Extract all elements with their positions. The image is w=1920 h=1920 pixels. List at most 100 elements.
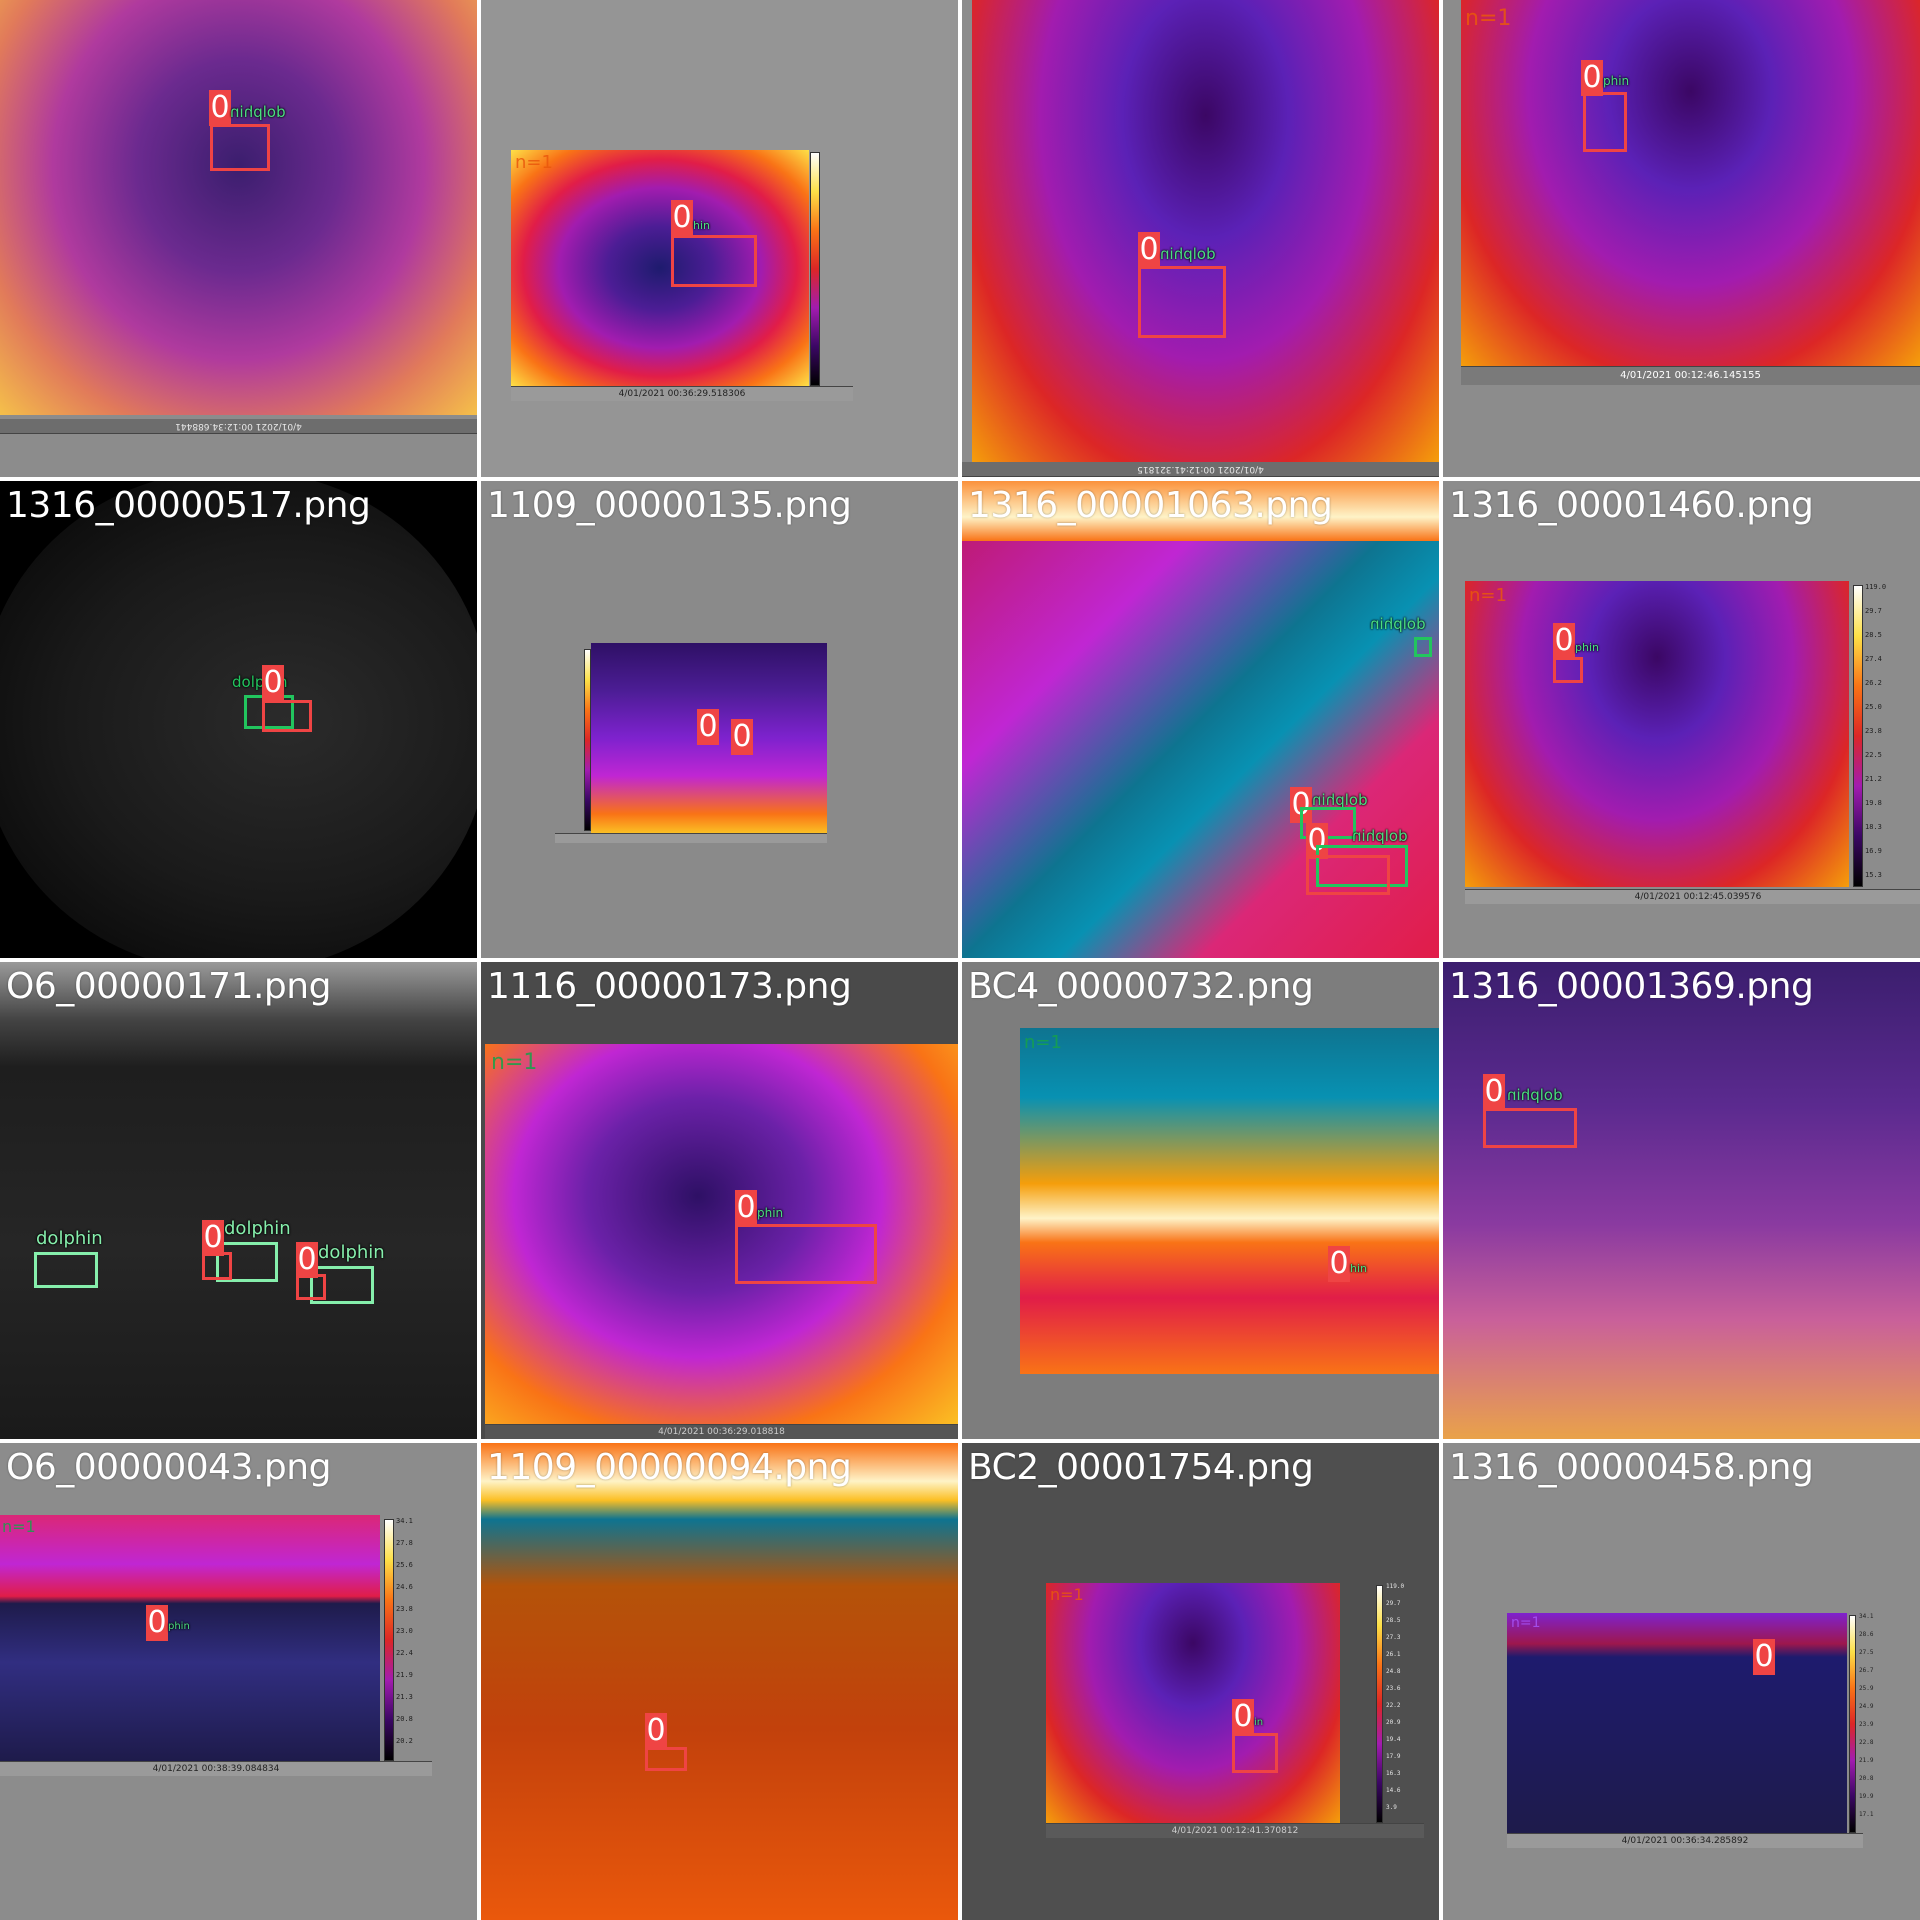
gt-label: dolphin xyxy=(318,1242,385,1263)
gt-label: in xyxy=(1254,1717,1263,1728)
filename-label: 1316_00001460.png xyxy=(1449,485,1813,527)
gt-label: dolphin xyxy=(224,1218,291,1239)
tile: BC4_00000732.png n=1 0 hin xyxy=(962,962,1439,1439)
thermal-image xyxy=(0,1515,380,1761)
detection-box xyxy=(645,1747,687,1771)
filename-label: 1109_00000094.png xyxy=(487,1447,851,1489)
tile: 1109_00000094.png 0 xyxy=(481,1443,958,1920)
detection-box xyxy=(735,1224,877,1284)
detection-class-label: 0 xyxy=(1328,1246,1350,1282)
detection-class-label: 0 xyxy=(1483,1074,1505,1110)
thermal-image xyxy=(0,0,477,415)
image-timestamp: 4/01/2021 00:36:34.285892 xyxy=(1507,1833,1863,1848)
temperature-colorbar xyxy=(1853,585,1863,887)
image-timestamp: 4/01/2021 00:36:29.018818 xyxy=(485,1424,958,1439)
tile: O6_00000171.png dolphin dolphin dolphin … xyxy=(0,962,477,1439)
gt-label: dolphin xyxy=(1370,615,1426,633)
thermal-image xyxy=(1020,1028,1439,1374)
image-timestamp xyxy=(555,833,827,843)
tile: 1116_00000173.png 4/01/2021 00:36:29.018… xyxy=(481,962,958,1439)
filename-label: 1316_00001063.png xyxy=(968,485,1332,527)
detection-box xyxy=(671,235,757,287)
image-timestamp: 4/01/2021 00:38:39.084834 xyxy=(0,1761,432,1776)
temperature-colorbar xyxy=(1376,1585,1383,1823)
image-timestamp: 4/01/2021 00:12:34.688441 xyxy=(0,419,477,434)
detection-class-label: 0 xyxy=(146,1605,168,1641)
detection-class-label: 0 xyxy=(1753,1639,1775,1675)
count-label: n=1 xyxy=(515,152,553,173)
image-timestamp: 4/01/2021 00:36:29.518306 xyxy=(511,386,853,401)
thermal-image xyxy=(0,481,477,958)
gt-label: phin xyxy=(168,1621,190,1632)
gt-label: dolphin xyxy=(36,1228,103,1249)
tile: 4/01/2021 00:12:34.688441 0 dolphin xyxy=(0,0,477,477)
filename-label: O6_00000043.png xyxy=(6,1447,331,1489)
gt-label: hin xyxy=(1350,1262,1367,1275)
temperature-colorbar xyxy=(810,152,820,386)
gt-label: phin xyxy=(757,1206,783,1220)
colorbar-ticks: 34.1 27.8 25.6 24.6 23.8 23.0 22.4 21.9 21.3 20.8… xyxy=(396,1518,413,1760)
filename-label: 1316_00000517.png xyxy=(6,485,370,527)
tile: 1316_00000458.png n=1 34.1 28.6 27.5 26.7 25… xyxy=(1443,1443,1920,1920)
detection-box xyxy=(1232,1733,1278,1773)
filename-label: BC2_00001754.png xyxy=(968,1447,1313,1489)
tile: 1109_00000135.png 0 0 xyxy=(481,481,958,958)
thermal-image xyxy=(1465,581,1849,887)
tile: BC2_00001754.png n=1 119.0 29.7 28.5 27.3 26… xyxy=(962,1443,1439,1920)
gt-box xyxy=(34,1252,98,1288)
thermal-image xyxy=(511,150,809,386)
tile: 4/01/2021 00:12:41.321815 0 dolphin xyxy=(962,0,1439,477)
thermal-image xyxy=(481,1443,958,1920)
detection-class-label: 0 xyxy=(645,1713,667,1749)
detection-class-label: 0 xyxy=(731,719,753,755)
gt-label: phin xyxy=(1575,641,1599,654)
thermal-image xyxy=(1507,1613,1847,1833)
detection-box xyxy=(262,700,312,732)
gt-label: dolphin xyxy=(230,103,286,121)
detection-box xyxy=(296,1274,326,1300)
gt-box xyxy=(1414,637,1432,657)
detection-box xyxy=(1138,266,1226,338)
detection-box xyxy=(1553,657,1583,683)
image-timestamp: 4/01/2021 00:12:45.039576 xyxy=(1465,889,1920,904)
tile: 4/01/2021 00:36:29.518306 n=1 0 hin xyxy=(481,0,958,477)
filename-label: 1316_00000458.png xyxy=(1449,1447,1813,1489)
tile: 1316_00001460.png n=1 119.0 29.7 28.5 27.4 2… xyxy=(1443,481,1920,958)
tile: O6_00000043.png n=1 34.1 27.8 25.6 24.6 23.8… xyxy=(0,1443,477,1920)
thermal-image xyxy=(1461,0,1920,366)
thermal-image xyxy=(485,1044,958,1424)
count-label: n=1 xyxy=(1050,1585,1084,1604)
gt-label: phin xyxy=(1603,74,1629,88)
detection-class-label: 0 xyxy=(671,200,693,236)
tile: 1316_00001369.png 0 dolphin xyxy=(1443,962,1920,1439)
detection-box xyxy=(202,1252,232,1280)
temperature-colorbar xyxy=(1849,1615,1856,1833)
detection-box xyxy=(1483,1108,1577,1148)
count-label: n=1 xyxy=(1024,1032,1062,1053)
count-label: n=1 xyxy=(491,1050,537,1075)
filename-label: 1316_00001369.png xyxy=(1449,966,1813,1008)
detection-class-label: 0 xyxy=(1232,1699,1254,1735)
thermal-image xyxy=(0,962,477,1439)
thermal-image xyxy=(972,0,1439,462)
detection-class-label: 0 xyxy=(202,1220,224,1256)
detection-class-label: 0 xyxy=(296,1242,318,1278)
detection-class-label: 0 xyxy=(262,665,284,701)
tile: 1316_00000517.png dolphin 0 xyxy=(0,481,477,958)
filename-label: O6_00000171.png xyxy=(6,966,331,1008)
detection-class-label: 0 xyxy=(735,1190,757,1226)
count-label: n=1 xyxy=(1469,585,1507,606)
detection-class-label: 0 xyxy=(209,90,231,126)
thermal-image xyxy=(1046,1583,1340,1823)
image-timestamp: 4/01/2021 00:12:46.145155 xyxy=(1461,366,1920,385)
tile: 1316_00001063.png dolphin 0 dolphin 0 do… xyxy=(962,481,1439,958)
gt-label: hin xyxy=(693,219,710,232)
filename-label: 1116_00000173.png xyxy=(487,966,851,1008)
thermal-image xyxy=(1443,962,1920,1439)
filename-label: BC4_00000732.png xyxy=(968,966,1313,1008)
gt-label: dolphin xyxy=(1507,1086,1563,1104)
colorbar-ticks: 119.0 29.7 28.5 27.4 26.2 25.0 23.8 22.5 21.2 19.… xyxy=(1865,584,1886,896)
temperature-colorbar xyxy=(584,649,591,831)
detection-box xyxy=(1583,92,1627,152)
